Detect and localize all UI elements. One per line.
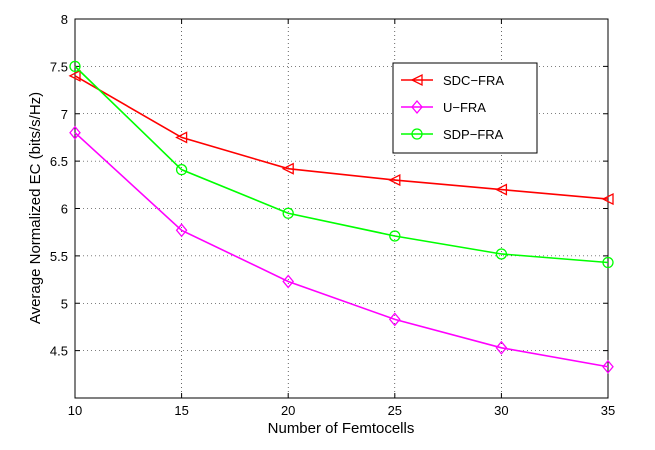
data-point <box>494 183 508 196</box>
legend-label: SDP−FRA <box>443 127 504 142</box>
data-point <box>281 162 294 175</box>
data-point <box>175 223 188 238</box>
data-point <box>69 60 81 73</box>
y-tick-label: 6.5 <box>50 154 68 169</box>
series-line <box>74 132 609 368</box>
series-line <box>74 65 609 264</box>
y-axis-ticks: 4.5 5 5.5 6 6.5 7 7.5 8 <box>50 12 608 359</box>
legend-marker <box>410 73 423 87</box>
x-tick-label: 20 <box>281 403 295 418</box>
y-tick-label: 7.5 <box>50 59 68 74</box>
series-group <box>68 60 614 374</box>
y-axis-label: Average Normalized EC (bits/s/Hz) <box>27 92 44 324</box>
x-tick-label: 35 <box>601 403 615 418</box>
x-axis-ticks: 10 15 20 25 30 35 <box>68 19 615 418</box>
data-point <box>69 125 81 140</box>
series-2 <box>69 60 614 269</box>
data-point <box>282 274 295 289</box>
y-tick-label: 7 <box>61 107 68 122</box>
y-tick-label: 6 <box>61 202 68 217</box>
data-point <box>68 69 81 82</box>
legend-marker <box>411 99 423 115</box>
series-line <box>74 75 609 200</box>
data-point <box>495 340 508 355</box>
data-point <box>601 192 614 206</box>
data-point <box>282 207 294 219</box>
data-point <box>602 256 614 269</box>
x-tick-label: 10 <box>68 403 82 418</box>
data-point <box>388 174 401 187</box>
x-tick-label: 30 <box>494 403 508 418</box>
legend-label: SDC−FRA <box>443 73 504 88</box>
x-axis-label: Number of Femtocells <box>268 420 415 437</box>
x-tick-label: 25 <box>388 403 402 418</box>
data-point <box>175 164 188 176</box>
legend-marker <box>411 128 423 140</box>
legend: SDC−FRA U−FRA SDP−FRA <box>392 62 538 154</box>
y-tick-label: 5.5 <box>50 249 68 264</box>
data-point <box>388 312 401 327</box>
series-0 <box>68 69 614 206</box>
data-point <box>602 359 614 374</box>
data-point <box>389 230 401 242</box>
data-point <box>175 131 188 144</box>
y-tick-label: 4.5 <box>50 344 68 359</box>
legend-label: U−FRA <box>443 100 486 115</box>
x-tick-label: 15 <box>174 403 188 418</box>
y-tick-label: 8 <box>61 12 68 27</box>
data-point <box>495 248 508 260</box>
series-1 <box>69 125 614 374</box>
y-tick-label: 5 <box>61 296 68 311</box>
